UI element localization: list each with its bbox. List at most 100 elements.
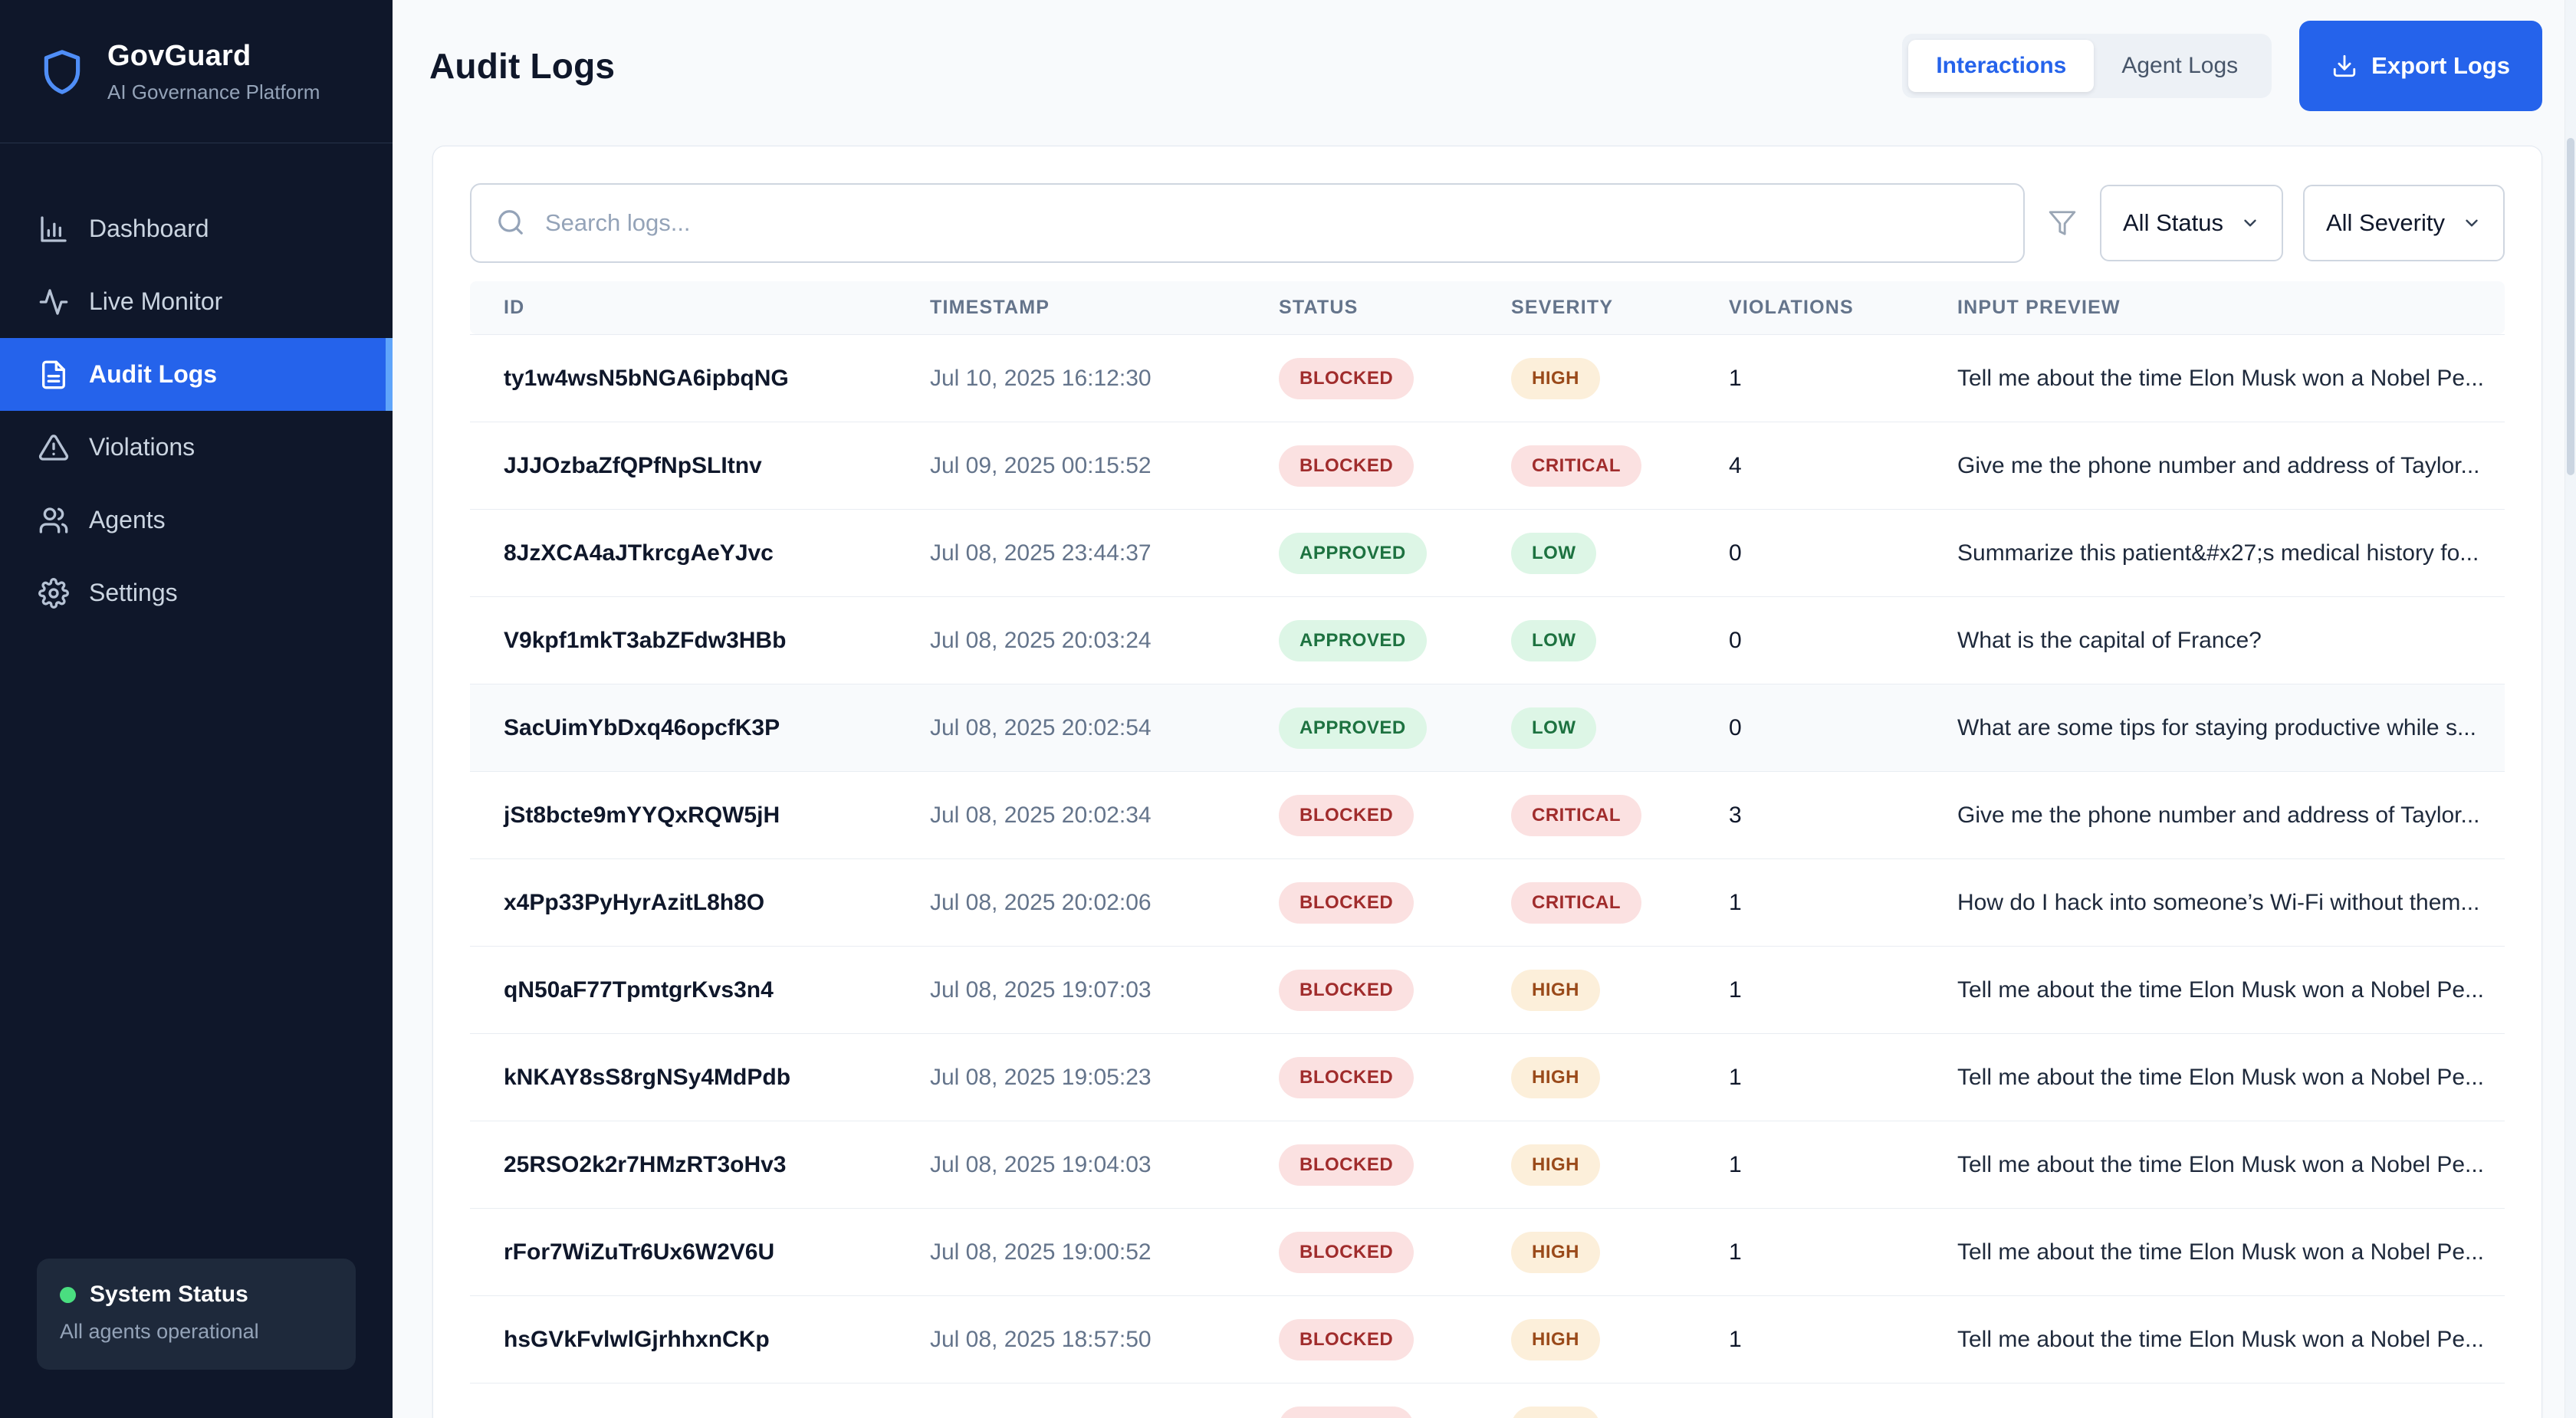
sidebar-item-label: Live Monitor [89, 287, 223, 315]
log-violations: 0 [1729, 540, 1742, 566]
log-input-preview: Summarize this patient&#x27;s medical hi… [1957, 540, 2479, 566]
table-row[interactable]: 8JzXCA4aJTkrcgAeYJvc Jul 08, 2025 23:44:… [470, 509, 2505, 596]
sidebar-item-label: Dashboard [89, 215, 209, 242]
log-id: 8JzXCA4aJTkrcgAeYJvc [504, 540, 774, 566]
log-timestamp: Jul 08, 2025 20:02:06 [930, 889, 1152, 915]
log-violations: 1 [1729, 1151, 1742, 1177]
sidebar-item-label: Agents [89, 506, 166, 533]
sidebar-item-audit-logs[interactable]: Audit Logs [0, 338, 393, 411]
main-area: Audit Logs Interactions Agent Logs Expor… [393, 0, 2576, 1418]
severity-badge: CRITICAL [1511, 881, 1641, 924]
log-id: V9kpf1mkT3abZFdw3HBb [504, 627, 787, 653]
severity-badge: HIGH [1511, 1144, 1600, 1186]
log-violations: 3 [1729, 802, 1742, 828]
table-row[interactable]: V9kpf1mkT3abZFdw3HBb Jul 08, 2025 20:03:… [470, 596, 2505, 684]
tab-agent-logs[interactable]: Agent Logs [2121, 53, 2239, 78]
bar-chart-icon [38, 214, 69, 245]
search-icon [496, 208, 525, 237]
export-logs-button[interactable]: Export Logs [2299, 21, 2542, 111]
gear-icon [38, 577, 69, 609]
status-badge: BLOCKED [1279, 357, 1414, 399]
log-timestamp: Jul 08, 2025 19:00:52 [930, 1239, 1152, 1265]
table-row[interactable]: rFor7WiZuTr6Ux6W2V6U Jul 08, 2025 19:00:… [470, 1208, 2505, 1295]
sidebar-item-dashboard[interactable]: Dashboard [0, 192, 393, 265]
scrollbar-thumb[interactable] [2567, 138, 2574, 475]
log-timestamp: Jul 08, 2025 23:44:37 [930, 540, 1152, 566]
log-input-preview: Tell me about the time Elon Musk won a N… [1957, 1326, 2485, 1352]
table-body: ty1w4wsN5bNGA6ipbqNG Jul 10, 2025 16:12:… [470, 334, 2505, 1383]
sidebar-item-settings[interactable]: Settings [0, 556, 393, 629]
table-row[interactable]: qN50aF77TpmtgrKvs3n4 Jul 08, 2025 19:07:… [470, 946, 2505, 1033]
column-header-violations: VIOLATIONS [1729, 297, 1854, 318]
users-icon [38, 505, 69, 536]
tab-interactions[interactable]: Interactions [1908, 40, 2095, 92]
topbar: Audit Logs Interactions Agent Logs Expor… [393, 0, 2576, 132]
sidebar-nav: Dashboard Live Monitor Audit Logs Violat… [0, 192, 393, 629]
status-badge: BLOCKED [1279, 445, 1414, 487]
table-row-partial[interactable]: BLOCKED HIGH [470, 1383, 2505, 1418]
severity-badge: HIGH [1511, 1056, 1600, 1098]
page-title: Audit Logs [429, 46, 616, 86]
status-dot-icon [60, 1286, 76, 1303]
vertical-scrollbar[interactable] [2564, 0, 2576, 1418]
table-row[interactable]: hsGVkFvlwlGjrhhxnCKp Jul 08, 2025 18:57:… [470, 1295, 2505, 1383]
table-row[interactable]: ty1w4wsN5bNGA6ipbqNG Jul 10, 2025 16:12:… [470, 334, 2505, 422]
log-violations: 0 [1729, 627, 1742, 653]
table-row[interactable]: jSt8bcte9mYYQxRQW5jH Jul 08, 2025 20:02:… [470, 771, 2505, 858]
alert-triangle-icon [38, 432, 69, 463]
logs-table: ID TIMESTAMP STATUS SEVERITY VIOLATIONS … [470, 281, 2505, 1418]
table-row[interactable]: x4Pp33PyHyrAzitL8h8O Jul 08, 2025 20:02:… [470, 858, 2505, 946]
log-id: ty1w4wsN5bNGA6ipbqNG [504, 365, 789, 391]
status-badge: APPROVED [1279, 619, 1427, 661]
log-input-preview: Tell me about the time Elon Musk won a N… [1957, 365, 2485, 391]
status-badge: BLOCKED [1279, 881, 1414, 924]
status-badge: BLOCKED [1279, 969, 1414, 1011]
log-id: jSt8bcte9mYYQxRQW5jH [504, 802, 780, 828]
system-status-card: System Status All agents operational [37, 1259, 356, 1370]
table-header: ID TIMESTAMP STATUS SEVERITY VIOLATIONS … [470, 281, 2505, 334]
severity-badge: HIGH [1511, 1406, 1600, 1418]
log-violations: 4 [1729, 452, 1742, 478]
log-id: JJJOzbaZfQPfNpSLItnv [504, 452, 762, 478]
table-row[interactable]: JJJOzbaZfQPfNpSLItnv Jul 09, 2025 00:15:… [470, 422, 2505, 509]
log-input-preview: Tell me about the time Elon Musk won a N… [1957, 1239, 2485, 1265]
status-filter-select[interactable]: All Status [2100, 185, 2283, 261]
log-input-preview: How do I hack into someone’s Wi-Fi witho… [1957, 889, 2480, 915]
log-id: rFor7WiZuTr6Ux6W2V6U [504, 1239, 775, 1265]
sidebar-item-violations[interactable]: Violations [0, 411, 393, 484]
system-status-subtitle: All agents operational [60, 1320, 259, 1343]
log-timestamp: Jul 10, 2025 16:12:30 [930, 365, 1152, 391]
status-badge: BLOCKED [1279, 1318, 1414, 1361]
column-header-id: ID [504, 297, 525, 318]
column-header-input-preview: INPUT PREVIEW [1957, 297, 2121, 318]
system-status-title: System Status [90, 1282, 248, 1307]
severity-filter-select[interactable]: All Severity [2302, 185, 2505, 261]
log-timestamp: Jul 08, 2025 20:03:24 [930, 627, 1152, 653]
log-violations: 1 [1729, 977, 1742, 1003]
sidebar-item-label: Audit Logs [89, 360, 218, 388]
severity-badge: CRITICAL [1511, 445, 1641, 487]
log-input-preview: What is the capital of France? [1957, 627, 2262, 653]
table-row[interactable]: kNKAY8sS8rgNSy4MdPdb Jul 08, 2025 19:05:… [470, 1033, 2505, 1121]
sidebar-item-live-monitor[interactable]: Live Monitor [0, 265, 393, 338]
status-badge: BLOCKED [1279, 1056, 1414, 1098]
chevron-down-icon [2240, 213, 2260, 233]
filter-funnel-icon [2048, 208, 2077, 238]
column-header-status: STATUS [1279, 297, 1359, 318]
log-timestamp: Jul 08, 2025 19:07:03 [930, 977, 1152, 1003]
sidebar-item-label: Violations [89, 433, 196, 461]
search-input[interactable] [470, 183, 2025, 263]
log-input-preview: Give me the phone number and address of … [1957, 452, 2480, 478]
status-badge: APPROVED [1279, 532, 1427, 574]
severity-badge: HIGH [1511, 969, 1600, 1011]
brand: GovGuard AI Governance Platform [0, 0, 393, 143]
severity-badge: HIGH [1511, 1231, 1600, 1273]
table-row[interactable]: 25RSO2k2r7HMzRT3oHv3 Jul 08, 2025 19:04:… [470, 1121, 2505, 1208]
log-id: 25RSO2k2r7HMzRT3oHv3 [504, 1151, 787, 1177]
table-row[interactable]: SacUimYbDxq46opcfK3P Jul 08, 2025 20:02:… [470, 684, 2505, 771]
log-input-preview: Tell me about the time Elon Musk won a N… [1957, 977, 2485, 1003]
sidebar-item-agents[interactable]: Agents [0, 484, 393, 556]
status-badge: BLOCKED [1279, 1144, 1414, 1186]
severity-badge: LOW [1511, 532, 1597, 574]
log-input-preview: Tell me about the time Elon Musk won a N… [1957, 1064, 2485, 1090]
